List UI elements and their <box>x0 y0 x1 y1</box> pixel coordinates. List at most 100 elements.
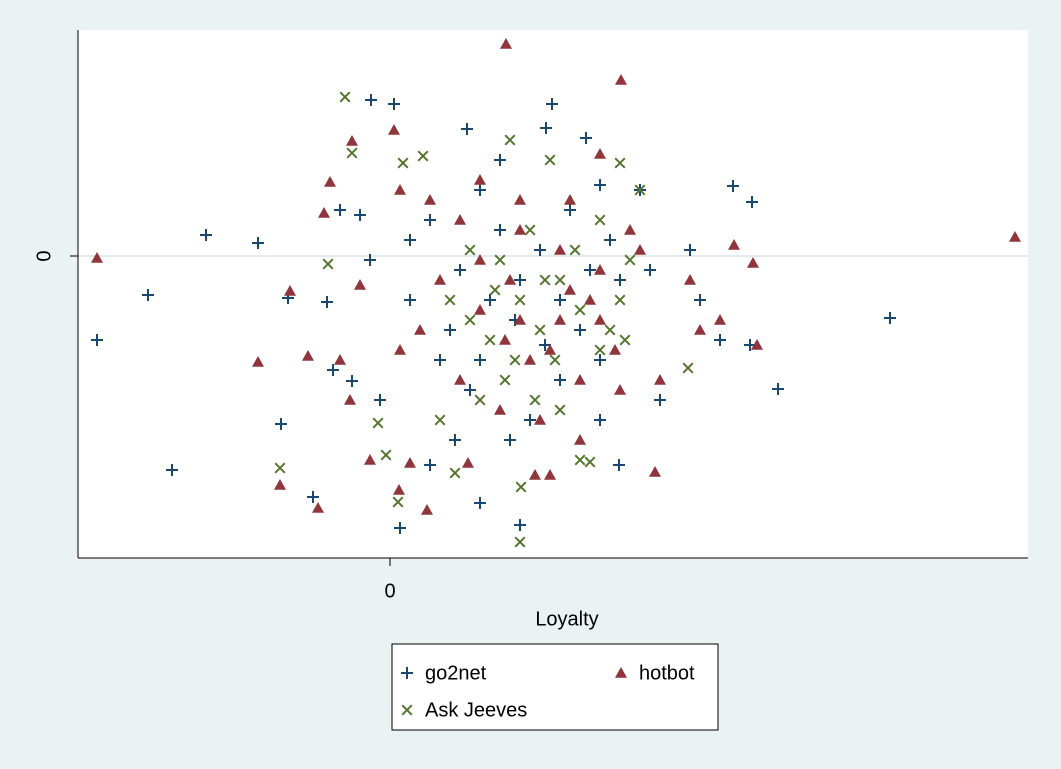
marker <box>594 354 606 366</box>
marker <box>499 374 511 386</box>
marker <box>554 274 566 286</box>
marker <box>554 244 566 255</box>
marker <box>354 209 366 221</box>
x-axis-label: Loyalty <box>535 608 598 630</box>
marker <box>464 314 476 326</box>
marker <box>414 324 426 335</box>
marker <box>615 667 627 678</box>
marker <box>614 384 626 395</box>
marker <box>524 354 536 365</box>
marker <box>694 294 706 306</box>
marker <box>374 394 386 406</box>
marker <box>534 414 546 425</box>
y-tick-label: 0 <box>33 250 55 261</box>
marker <box>539 339 551 351</box>
marker <box>747 257 759 268</box>
marker <box>444 324 456 336</box>
marker <box>494 404 506 415</box>
marker <box>509 354 521 366</box>
marker <box>372 417 384 429</box>
marker <box>274 479 286 490</box>
marker <box>584 294 596 305</box>
marker <box>649 466 661 477</box>
marker <box>619 334 631 346</box>
marker <box>494 224 506 236</box>
marker <box>682 362 694 374</box>
marker <box>464 384 476 396</box>
marker <box>574 304 586 316</box>
marker <box>504 274 516 285</box>
marker <box>322 258 334 270</box>
marker <box>594 179 606 191</box>
marker <box>404 294 416 306</box>
legend <box>391 643 719 731</box>
marker <box>474 394 486 406</box>
marker <box>772 383 784 395</box>
legend-label: hotbot <box>639 662 695 684</box>
marker <box>539 274 551 286</box>
marker <box>393 484 405 495</box>
marker <box>474 497 486 509</box>
marker <box>529 394 541 406</box>
marker <box>529 469 541 480</box>
marker <box>604 324 616 336</box>
marker <box>751 339 763 350</box>
marker <box>714 334 726 346</box>
marker <box>514 224 526 235</box>
marker <box>634 244 646 255</box>
marker <box>344 394 356 405</box>
marker <box>654 394 666 406</box>
marks <box>91 38 1021 548</box>
marker <box>500 38 512 49</box>
marker <box>564 284 576 295</box>
marker <box>364 254 376 266</box>
marker <box>307 491 319 503</box>
marker <box>424 194 436 205</box>
marker <box>474 304 486 315</box>
marker <box>312 502 324 513</box>
marker <box>434 414 446 426</box>
marker <box>515 481 527 493</box>
marker <box>417 150 429 162</box>
marker <box>474 184 486 196</box>
marker <box>275 418 287 430</box>
marker <box>727 180 739 192</box>
marker <box>615 74 627 85</box>
marker <box>604 234 616 246</box>
marker <box>594 264 606 275</box>
marker <box>514 294 526 306</box>
marker <box>434 274 446 285</box>
marker <box>614 157 626 169</box>
marker <box>380 449 392 461</box>
marker <box>524 224 536 236</box>
marker <box>397 157 409 169</box>
marker <box>404 234 416 246</box>
marker <box>574 374 586 385</box>
marker <box>321 296 333 308</box>
marker <box>444 294 456 306</box>
marker <box>339 91 351 103</box>
marker <box>484 334 496 346</box>
legend-entries: go2net hotbot Ask Jeeves <box>401 662 695 721</box>
marker <box>554 374 566 386</box>
marker <box>499 334 511 345</box>
marker <box>554 314 566 325</box>
marker <box>564 194 576 205</box>
marker <box>449 467 461 479</box>
marker <box>544 154 556 166</box>
marker <box>714 314 726 325</box>
marker <box>514 194 526 205</box>
marker <box>569 244 581 256</box>
marker <box>514 519 526 531</box>
marker <box>546 98 558 110</box>
marker <box>388 98 400 110</box>
marker <box>166 464 178 476</box>
marker <box>394 344 406 355</box>
marker <box>884 312 896 324</box>
marker <box>540 122 552 134</box>
marker <box>504 134 516 146</box>
marker <box>574 434 586 445</box>
marker <box>474 174 486 185</box>
marker <box>1009 231 1021 242</box>
